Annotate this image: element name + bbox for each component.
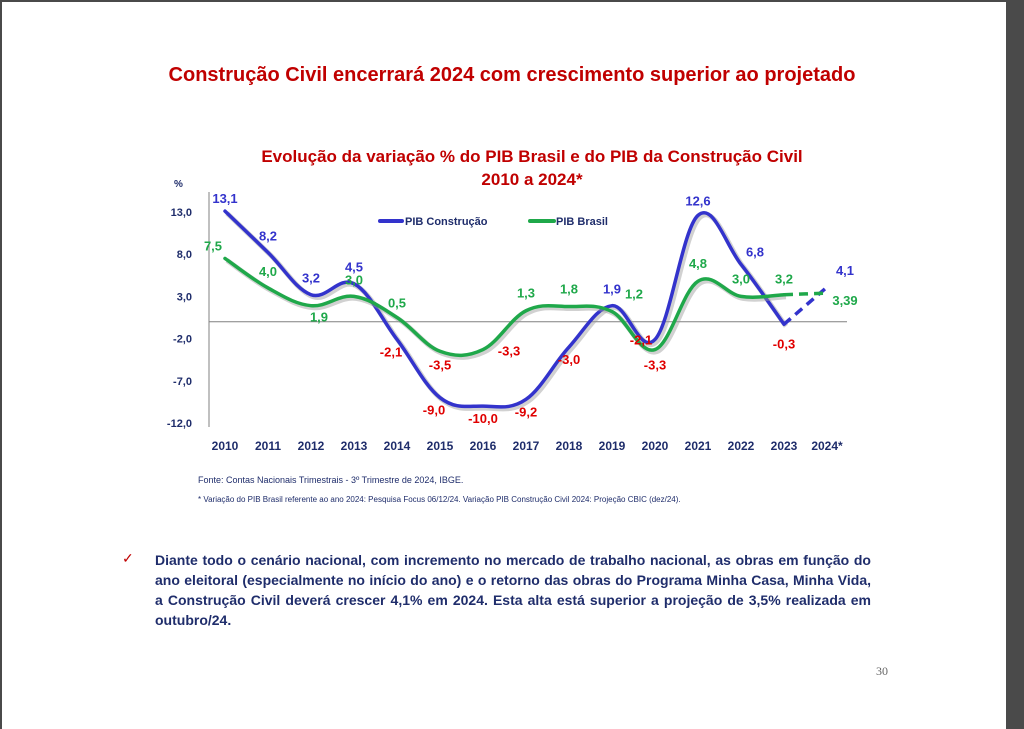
brasil-data-label: 3,2: [775, 272, 793, 287]
y-tick-label: -12,0: [167, 418, 192, 430]
legend-brasil-label: PIB Brasil: [556, 216, 608, 228]
brasil-data-label: 3,0: [345, 272, 363, 287]
construction-data-label: 4,5: [345, 260, 363, 275]
brasil-series-projection: [783, 291, 828, 297]
slide-title: Construção Civil encerrará 2024 com cres…: [168, 64, 856, 86]
brasil-data-label: 4,8: [689, 256, 707, 271]
x-tick-label: 2016: [470, 439, 497, 453]
y-tick-label: 3,0: [177, 291, 192, 303]
construction-data-label: 3,2: [302, 271, 320, 286]
brasil-data-label: 4,0: [259, 264, 277, 279]
construction-data-label: -10,0: [468, 411, 498, 426]
x-tick-label: 2023: [771, 439, 798, 453]
brasil-data-label: 3,39: [832, 293, 857, 308]
construction-data-label: -3,0: [558, 352, 580, 367]
brasil-data-label: -3,3: [644, 358, 666, 373]
construction-data-label: -9,2: [515, 404, 537, 419]
construction-data-label: -2,1: [380, 344, 402, 359]
brasil-series-line: [223, 256, 786, 358]
brasil-data-label: 0,5: [388, 296, 406, 311]
brasil-data-label: 1,3: [517, 286, 535, 301]
construction-data-label: 8,2: [259, 229, 277, 244]
construction-data-label: 1,9: [603, 282, 621, 297]
x-tick-label: 2012: [298, 439, 325, 453]
y-axis-unit: %: [174, 179, 183, 190]
x-tick-label: 2020: [642, 439, 669, 453]
bullet-text: Diante todo o cenário nacional, com incr…: [155, 552, 871, 628]
construction-data-label: 12,6: [685, 193, 710, 208]
construction-series-shadow: [225, 211, 789, 412]
chart-title-line2: 2010 a 2024*: [481, 170, 583, 189]
checkmark-icon: ✓: [122, 550, 134, 566]
x-tick-label: 2018: [556, 439, 583, 453]
page-number: 30: [876, 664, 888, 678]
construction-data-label: 4,1: [836, 263, 854, 278]
x-tick-label: 2021: [685, 439, 712, 453]
brasil-series-shadow: [225, 258, 787, 360]
brasil-data-label: 3,0: [732, 271, 750, 286]
chart-title: Evolução da variação % do PIB Brasil e d…: [232, 145, 832, 191]
chart-source: Fonte: Contas Nacionais Trimestrais - 3º…: [198, 475, 464, 485]
brasil-data-label: -3,5: [429, 357, 451, 372]
x-tick-label: 2015: [427, 439, 454, 453]
brasil-data-label: 1,8: [560, 282, 578, 297]
construction-data-label: 13,1: [212, 191, 237, 206]
brasil-data-label: 7,5: [204, 238, 222, 253]
y-tick-label: -2,0: [173, 334, 192, 346]
construction-data-label: -2,1: [630, 332, 652, 347]
chart-footnote: * Variação do PIB Brasil referente ao an…: [198, 495, 681, 504]
x-tick-label: 2014: [384, 439, 411, 453]
y-tick-label: 13,0: [171, 207, 192, 219]
construction-series-line: [223, 209, 786, 409]
legend-construction-label: PIB Construção: [405, 216, 488, 228]
x-tick-label: 2013: [341, 439, 368, 453]
brasil-data-label: -3,3: [498, 344, 520, 359]
y-tick-label: -7,0: [173, 376, 192, 388]
x-tick-label: 2010: [212, 439, 239, 453]
x-tick-label: 2019: [599, 439, 626, 453]
brasil-data-label: 1,2: [625, 287, 643, 302]
gdp-line-chart: % 13,0 8,0 3,0 -2,0 -7,0 -12,0 2010 2011 2012 2013…: [167, 179, 858, 453]
chart-title-line1: Evolução da variação % do PIB Brasil e d…: [261, 147, 803, 166]
x-tick-label: 2017: [513, 439, 540, 453]
x-tick-label: 2024*: [811, 439, 843, 453]
construction-series-projection: [782, 285, 829, 326]
x-tick-label: 2011: [255, 439, 281, 453]
brasil-data-label: 1,9: [310, 310, 328, 325]
x-tick-label: 2022: [728, 439, 755, 453]
construction-data-label: -0,3: [773, 336, 795, 351]
construction-data-label: -9,0: [423, 403, 445, 418]
slide: Construção Civil encerrará 2024 com cres…: [2, 2, 1006, 729]
construction-data-label: 6,8: [746, 244, 764, 259]
y-tick-label: 8,0: [177, 249, 192, 261]
